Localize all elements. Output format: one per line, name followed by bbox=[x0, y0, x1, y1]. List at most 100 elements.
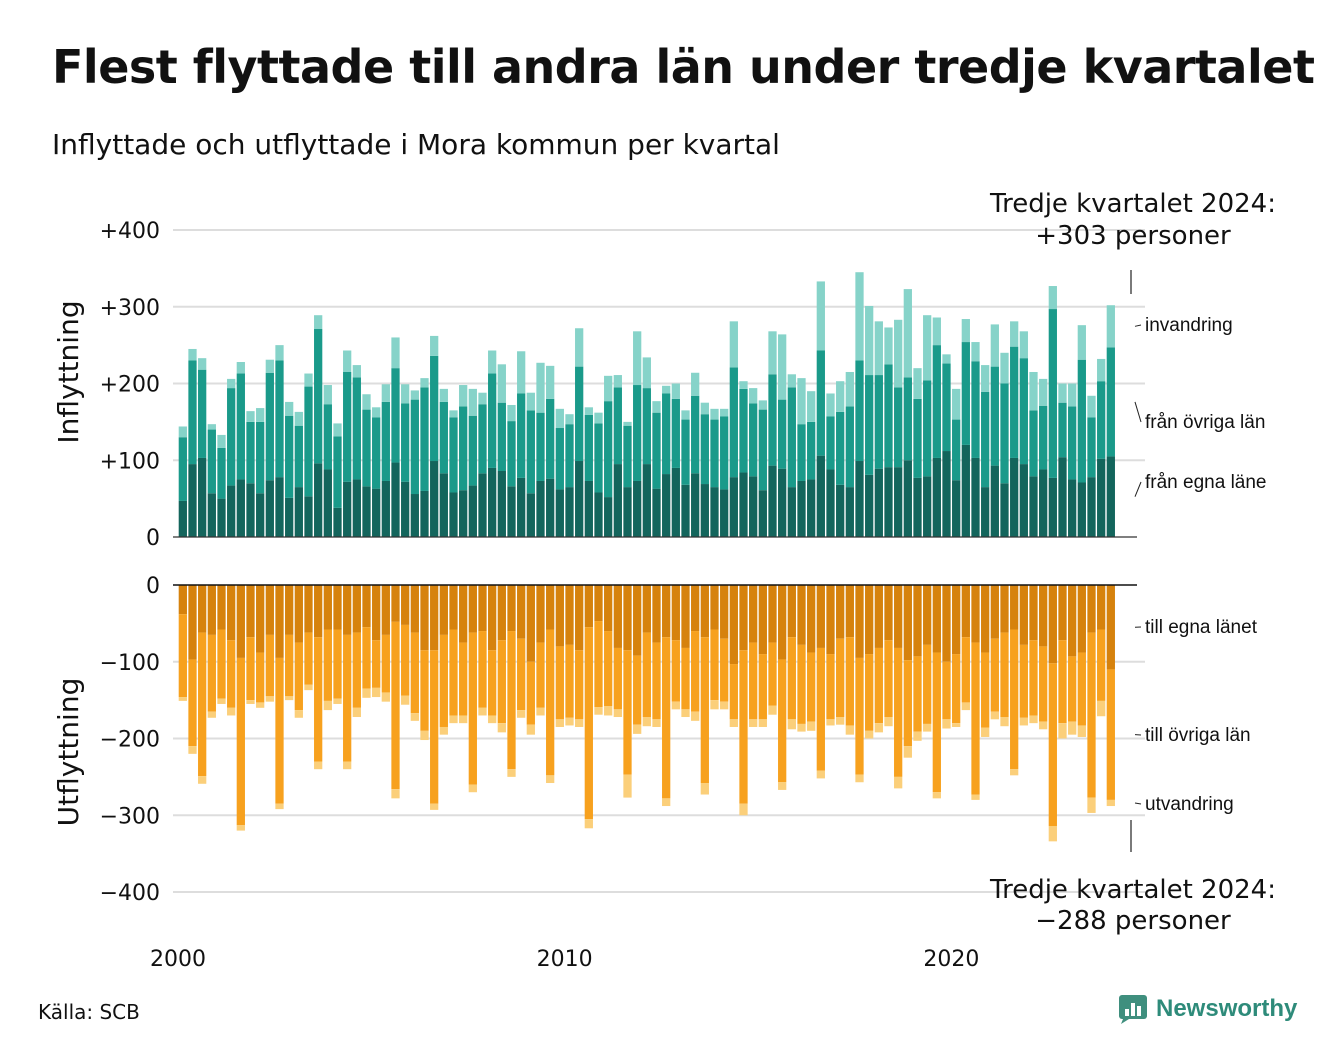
bar-segment bbox=[1077, 359, 1086, 483]
bar-segment bbox=[990, 585, 999, 639]
newsworthy-logo[interactable]: Newsworthy bbox=[1118, 994, 1297, 1024]
bar-segment bbox=[1029, 715, 1038, 724]
bar-segment bbox=[236, 479, 245, 537]
bar-segment bbox=[178, 585, 187, 615]
bar-segment bbox=[372, 407, 381, 418]
bar-segment bbox=[352, 479, 361, 537]
bar-segment bbox=[923, 476, 932, 537]
bar-segment bbox=[691, 395, 700, 474]
bar-segment bbox=[816, 350, 825, 456]
bar-segment bbox=[807, 391, 816, 422]
bar-segment bbox=[913, 477, 922, 537]
bar-segment bbox=[526, 493, 535, 537]
bar-segment bbox=[275, 477, 284, 537]
bar-segment bbox=[217, 498, 226, 537]
bar-segment bbox=[1106, 585, 1115, 670]
bar-segment bbox=[855, 461, 864, 537]
bar-segment bbox=[372, 640, 381, 688]
bar-segment bbox=[778, 468, 787, 537]
bar-segment bbox=[642, 717, 651, 727]
bar-segment bbox=[768, 642, 777, 706]
bar-segment bbox=[613, 585, 622, 648]
bar-segment bbox=[1039, 646, 1048, 722]
bar-segment bbox=[1097, 458, 1106, 537]
bar-segment bbox=[304, 632, 313, 685]
bar-segment bbox=[410, 585, 419, 633]
bar-segment bbox=[372, 488, 381, 537]
bar-segment bbox=[265, 359, 274, 373]
bar-segment bbox=[517, 351, 526, 394]
bar-segment bbox=[285, 634, 294, 697]
bar-segment bbox=[410, 632, 419, 714]
bar-segment bbox=[584, 480, 593, 537]
bar-segment bbox=[1019, 464, 1028, 537]
bar-segment bbox=[1039, 721, 1048, 730]
bar-segment bbox=[391, 585, 400, 622]
bar-segment bbox=[323, 469, 332, 537]
bar-segment bbox=[671, 640, 680, 702]
bar-segment bbox=[236, 657, 245, 826]
bar-segment bbox=[768, 465, 777, 537]
bar-segment bbox=[903, 746, 912, 758]
bar-segment bbox=[439, 634, 448, 727]
bar-segment bbox=[1048, 477, 1057, 537]
bar-segment bbox=[1029, 585, 1038, 641]
bar-segment bbox=[1097, 629, 1106, 701]
chart-subtitle: Inflyttade och utflyttade i Mora kommun … bbox=[52, 128, 780, 161]
bar-segment bbox=[285, 497, 294, 537]
bar-segment bbox=[314, 463, 323, 537]
bar-segment bbox=[758, 400, 767, 410]
bar-segment bbox=[749, 476, 758, 537]
bar-segment bbox=[401, 384, 410, 404]
bar-segment bbox=[536, 707, 545, 716]
bar-segment bbox=[497, 585, 506, 641]
bar-segment bbox=[729, 477, 738, 537]
bar-segment bbox=[381, 692, 390, 702]
bar-segment bbox=[207, 493, 216, 537]
bar-segment bbox=[343, 350, 352, 372]
bar-segment bbox=[207, 429, 216, 494]
bar-segment bbox=[526, 724, 535, 735]
bar-segment bbox=[1039, 378, 1048, 406]
bar-segment bbox=[952, 480, 961, 537]
bar-segment bbox=[333, 436, 342, 508]
bar-segment bbox=[478, 631, 487, 708]
bar-segment bbox=[304, 386, 313, 497]
bar-segment bbox=[633, 331, 642, 386]
annotation-leader bbox=[1134, 481, 1142, 497]
annotation-leader bbox=[1134, 802, 1142, 805]
bar-segment bbox=[961, 444, 970, 537]
bar-segment bbox=[836, 484, 845, 537]
bar-segment bbox=[526, 410, 535, 494]
bar-segment bbox=[923, 644, 932, 724]
bar-segment bbox=[256, 408, 265, 422]
bar-segment bbox=[710, 585, 719, 630]
y-axis-label: Inflyttning bbox=[52, 300, 85, 443]
bar-segment bbox=[1019, 585, 1028, 645]
bar-segment bbox=[1000, 483, 1009, 537]
y-tick-label: −200 bbox=[100, 728, 160, 753]
bar-segment bbox=[323, 585, 332, 630]
bar-segment bbox=[797, 378, 806, 425]
bar-segment bbox=[1000, 717, 1009, 727]
bar-segment bbox=[536, 642, 545, 708]
bar-segment bbox=[1048, 585, 1057, 664]
bar-segment bbox=[555, 428, 564, 490]
bar-segment bbox=[555, 408, 564, 429]
bar-segment bbox=[178, 500, 187, 537]
bar-segment bbox=[401, 585, 410, 625]
bar-segment bbox=[923, 380, 932, 477]
y-axis-label: Utflyttning bbox=[52, 678, 85, 827]
bar-segment bbox=[681, 484, 690, 537]
bar-segment bbox=[584, 627, 593, 820]
bar-segment bbox=[913, 656, 922, 732]
bar-segment bbox=[845, 487, 854, 537]
bar-segment bbox=[903, 460, 912, 537]
bar-segment bbox=[430, 650, 439, 804]
bar-segment bbox=[778, 399, 787, 469]
bar-segment bbox=[323, 404, 332, 470]
bar-segment bbox=[971, 585, 980, 643]
bar-segment bbox=[1058, 640, 1067, 724]
bar-segment bbox=[555, 646, 564, 720]
bar-segment bbox=[1068, 479, 1077, 537]
